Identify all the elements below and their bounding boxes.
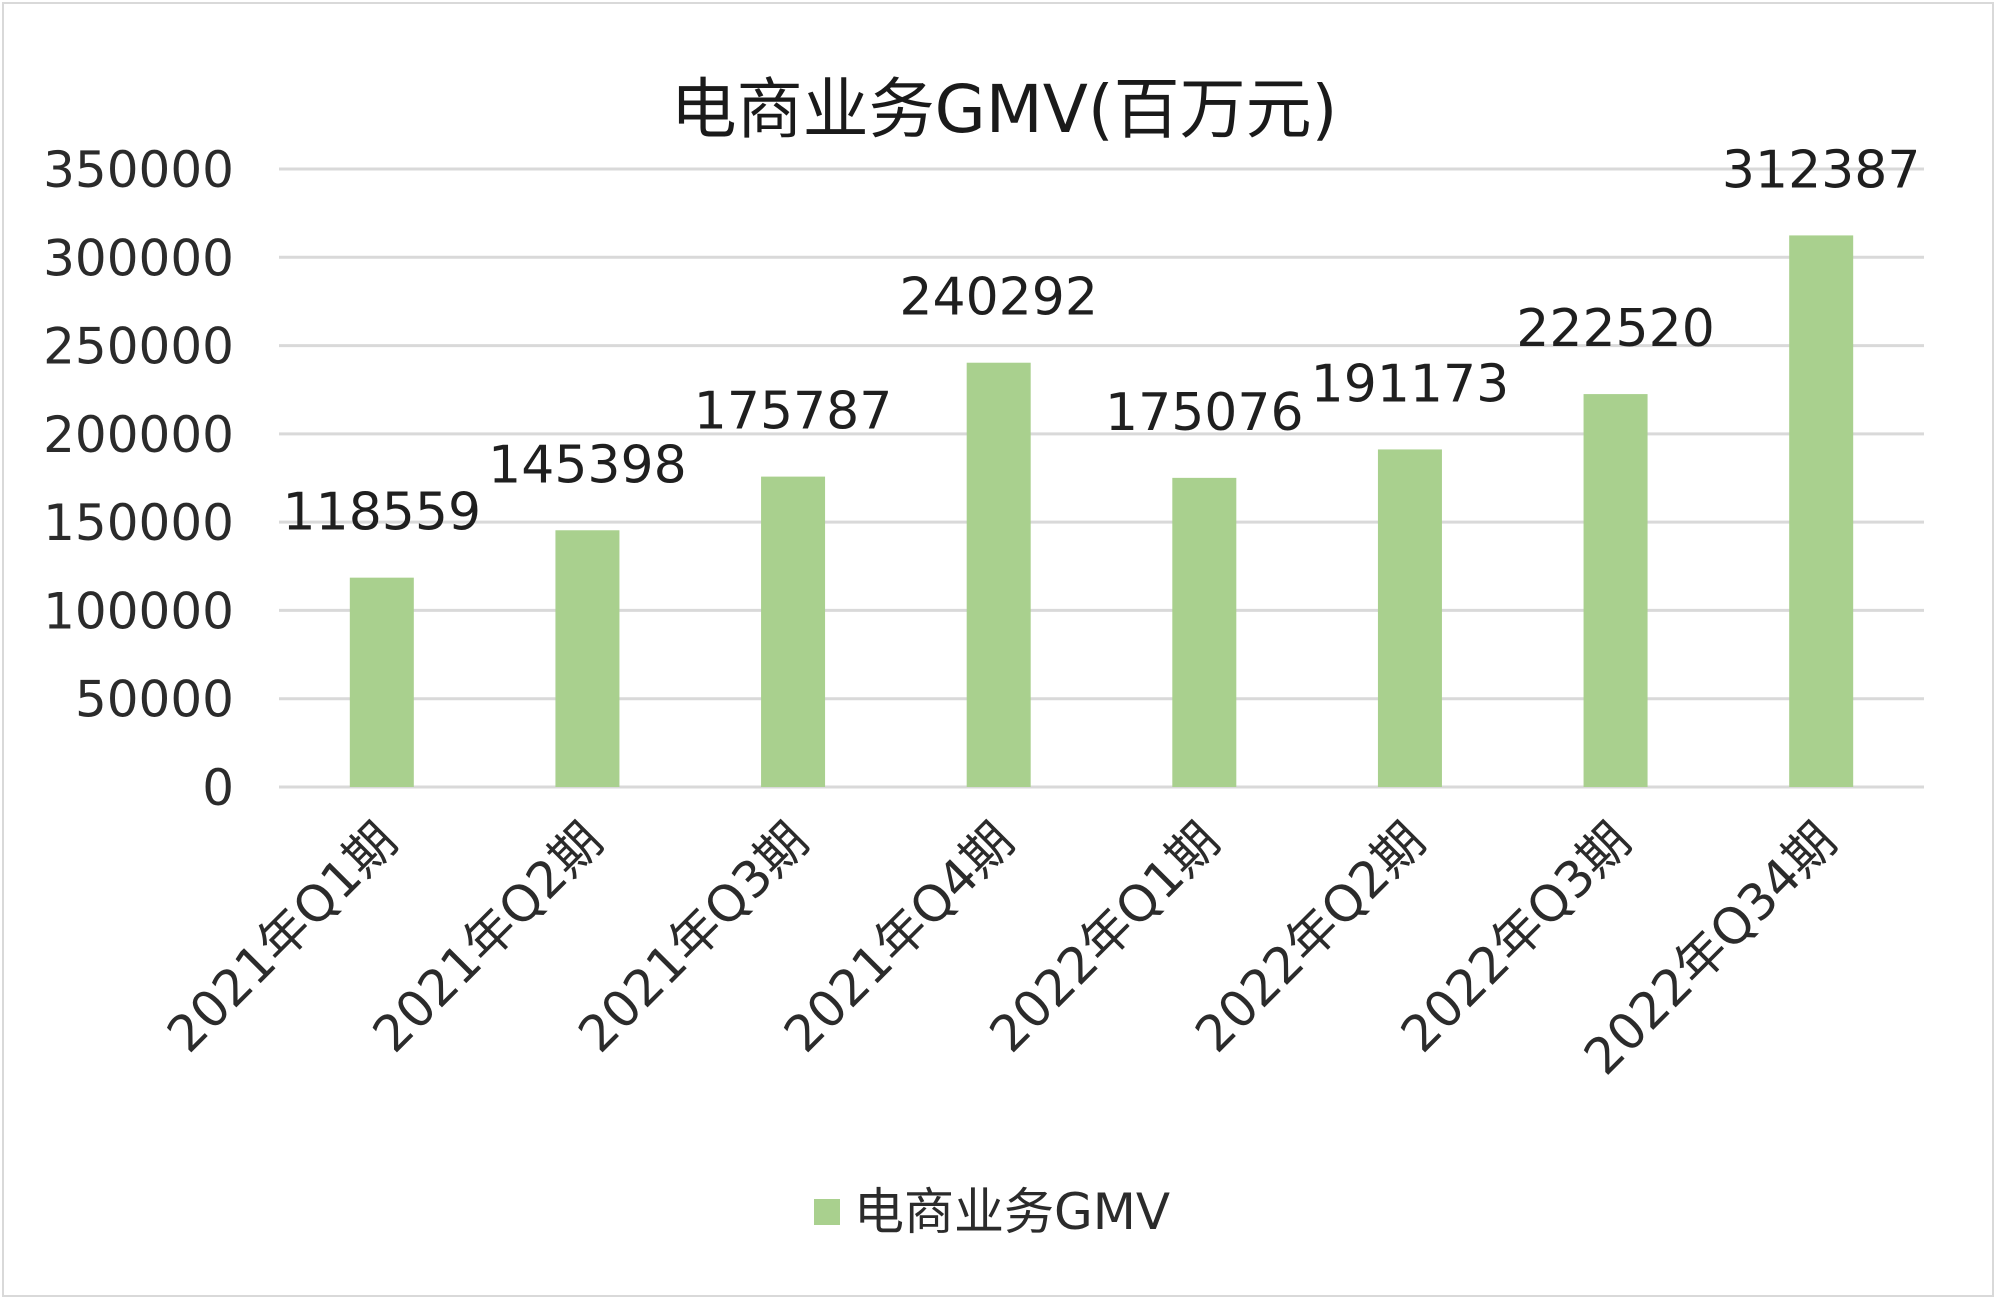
legend: 电商业务GMV	[814, 1183, 1170, 1241]
y-tick-label: 300000	[43, 229, 234, 287]
y-tick-label: 250000	[43, 318, 234, 376]
chart-svg: 电商业务GMV(百万元) 0 50000 100000 150000 200000 250…	[43, 71, 1924, 1241]
bar	[966, 362, 1031, 787]
bar	[1583, 394, 1648, 787]
y-tick-label: 200000	[43, 406, 234, 464]
data-label: 145398	[488, 435, 687, 495]
legend-swatch	[814, 1199, 840, 1225]
bar	[555, 530, 620, 787]
bar	[761, 476, 826, 787]
y-tick-label: 350000	[43, 141, 234, 199]
y-axis-ticks: 0 50000 100000 150000 200000 250000 300000 3500…	[43, 141, 234, 817]
grid-layer	[279, 167, 1924, 789]
data-label: 222520	[1516, 299, 1715, 359]
y-tick-label: 0	[202, 759, 234, 817]
bar	[1789, 235, 1854, 787]
data-label: 118559	[283, 483, 482, 543]
bars	[349, 235, 1854, 787]
y-tick-label: 50000	[75, 671, 234, 729]
data-label: 312387	[1722, 140, 1921, 200]
x-axis-categories: 2021年Q1期2021年Q2期2021年Q3期2021年Q4期2022年Q1期…	[156, 811, 1847, 1086]
data-label: 175787	[694, 382, 893, 442]
legend-label: 电商业务GMV	[854, 1183, 1170, 1241]
data-label: 240292	[899, 268, 1098, 328]
y-tick-label: 100000	[43, 582, 234, 640]
bar	[1377, 449, 1442, 787]
data-label: 191173	[1311, 354, 1510, 414]
bar	[1172, 477, 1237, 787]
y-tick-label: 150000	[43, 494, 234, 552]
data-label: 175076	[1105, 383, 1304, 443]
bar	[349, 577, 414, 787]
chart-title: 电商业务GMV(百万元)	[671, 71, 1338, 148]
